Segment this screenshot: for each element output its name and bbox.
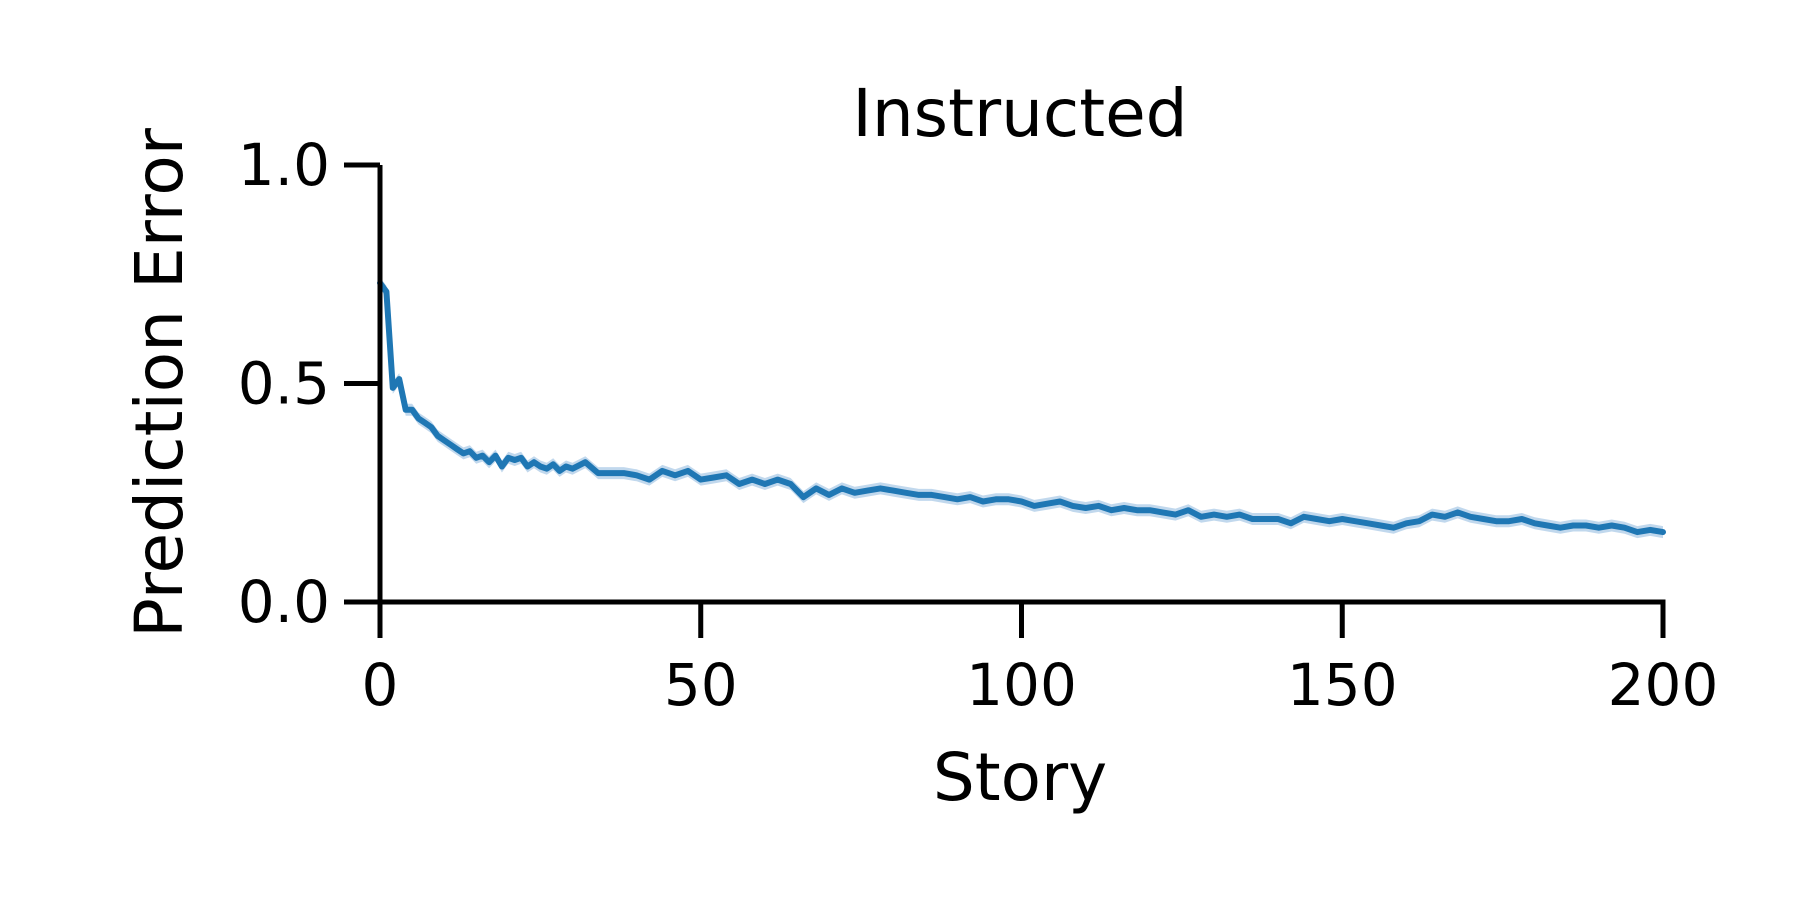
- x-axis: 0 50 100 150 200: [362, 599, 1719, 719]
- chart-title: Instructed: [852, 75, 1187, 152]
- x-tick-label: 0: [362, 651, 399, 719]
- y-tick-label: 1.0: [238, 131, 330, 199]
- y-axis-label: Prediction Error: [121, 127, 198, 638]
- x-tick-label: 150: [1287, 651, 1398, 719]
- y-tick-label: 0.0: [238, 568, 330, 636]
- x-tick-label: 100: [966, 651, 1077, 719]
- plot-area: [377, 277, 1666, 539]
- x-axis-label: Story: [933, 739, 1107, 816]
- series-line: [377, 280, 1666, 536]
- x-tick-label: 50: [664, 651, 738, 719]
- y-tick-label: 0.5: [238, 350, 330, 418]
- x-tick-label: 200: [1608, 651, 1719, 719]
- y-axis: 0.0 0.5 1.0: [238, 131, 383, 636]
